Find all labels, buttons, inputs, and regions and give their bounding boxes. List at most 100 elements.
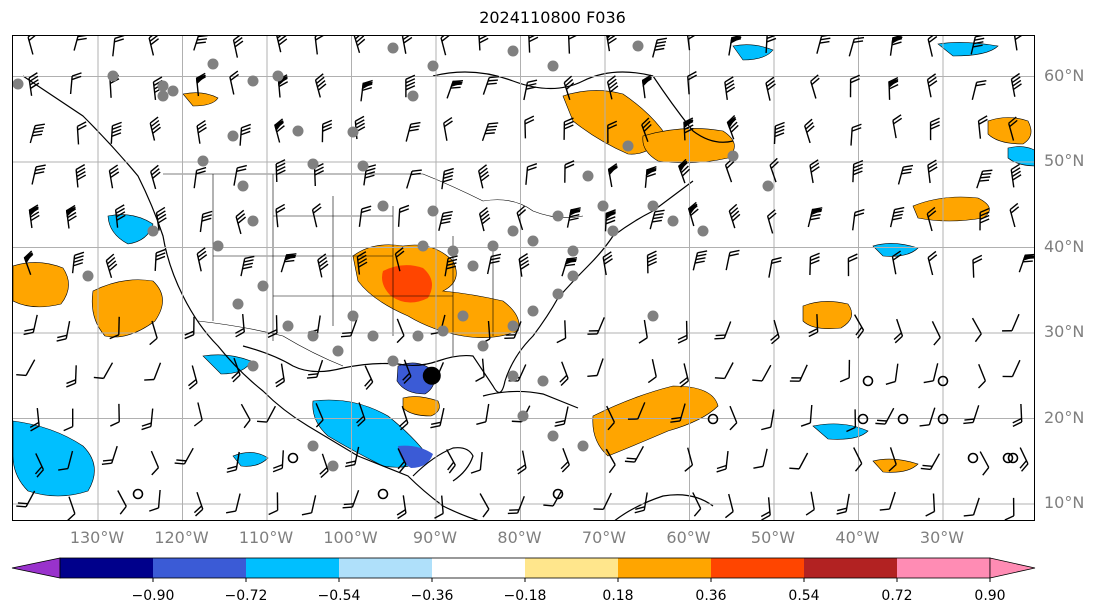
wind-barb [27,36,38,55]
wind-barb [560,447,570,473]
wind-barb [566,207,581,228]
wind-barb [193,402,203,427]
wind-barb [340,318,358,338]
wind-barb [434,495,444,519]
wind-barb [627,402,646,420]
wind-barb [430,407,445,429]
wind-barb [240,255,255,277]
wind-barb [29,408,40,432]
wind-barb [768,256,782,278]
wind-barb [525,163,538,185]
wind-barb [364,365,374,390]
wind-barb [846,409,857,433]
wind-barb [587,317,605,335]
observation-dot [407,90,419,102]
wind-barb [405,121,421,142]
observation-dot [327,460,339,472]
yucatan [412,447,474,482]
wind-barb [314,73,327,98]
wind-barb [275,36,288,53]
observation-dot [622,140,634,152]
colorbar-over-extension [989,557,1036,579]
wind-barb [475,358,485,383]
wind-barb [714,321,732,340]
wind-barb [816,36,832,54]
wind-barb [66,365,77,388]
observation-dot [387,42,399,54]
wind-barb [897,164,914,185]
calm-ring [132,488,144,500]
wind-barb [478,207,491,232]
wind-barb [356,402,366,427]
wind-barb [760,497,771,520]
wind-barb [563,117,574,140]
wind-barb [524,115,535,139]
wind-barb [728,36,742,56]
wind-barb [406,169,422,189]
wind-barb [105,253,118,279]
observation-dot [697,225,709,237]
observation-dot [347,310,359,322]
wind-barb [1008,116,1018,141]
colorbar-tick-label: −0.90 [131,588,175,604]
observation-dot [727,150,739,162]
wind-barb [848,36,865,57]
wind-barb [809,252,820,276]
wind-barb [889,36,903,56]
wind-barb [556,320,567,344]
wind-barb [311,203,322,228]
wind-barb [239,123,251,146]
wind-barb [587,358,604,378]
observation-dot [307,440,319,452]
wind-barb [725,249,740,271]
wind-barb [174,447,194,465]
observation-dot [647,200,659,212]
south-america-north [614,494,714,520]
positive-anomaly-region [91,279,163,338]
wind-barb [75,164,87,188]
wind-barb [970,36,986,55]
wind-barb [149,489,161,512]
observation-dot [577,440,589,452]
wind-barb [73,36,88,51]
observation-dot [212,240,224,252]
wind-barb [396,495,407,520]
observation-dot [367,330,379,342]
wind-barb [233,164,247,186]
wind-barb [972,254,983,278]
wind-barb [193,491,204,517]
wind-barb [888,447,897,472]
graticule [13,36,1034,520]
observation-dot [387,355,399,367]
observation-dot [157,90,169,102]
wind-barb [195,72,206,97]
wind-barb [687,201,699,227]
wind-barb [849,74,860,98]
wind-barb [769,157,779,183]
wind-barb [1010,163,1022,188]
colorbar-tick-label: 0.18 [602,588,634,604]
wind-barb [523,79,538,101]
wind-barb [58,450,74,471]
wind-barb [687,71,697,95]
wind-barb [67,496,76,520]
wind-barb [184,316,195,340]
wind-barb [641,74,652,99]
wind-barb [766,209,777,234]
wind-barb [638,319,648,344]
wind-barb [888,76,899,100]
wind-barb [963,497,980,517]
wind-barb [360,79,373,102]
wind-barb [644,166,657,188]
wind-barb [358,205,372,227]
wind-barb [108,164,120,189]
wind-barb [470,452,483,474]
wind-barb [1009,202,1020,228]
observation-dot [762,180,774,192]
wind-barb [440,36,451,56]
longitude-label: 110°W [238,528,294,547]
wind-barb [716,451,729,473]
wind-barb [199,210,213,233]
wind-barb [839,359,851,383]
wind-barb [148,36,160,56]
